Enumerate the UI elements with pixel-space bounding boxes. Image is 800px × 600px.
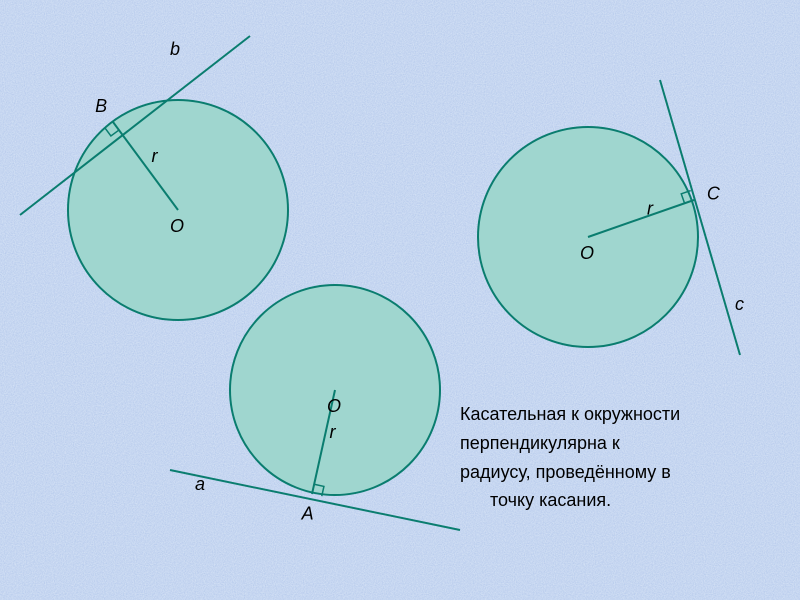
- theorem-line: Касательная к окружности: [460, 400, 680, 429]
- tangent-point-label: B: [95, 96, 107, 116]
- tangent-line-label: a: [195, 474, 205, 494]
- tangent-point-label: A: [301, 504, 314, 524]
- tangent-line-label: b: [170, 39, 180, 59]
- radius-label: r: [330, 422, 337, 442]
- theorem-line: перпендикулярна к: [460, 429, 680, 458]
- radius-label: r: [647, 199, 654, 219]
- tangent-line-label: c: [735, 294, 744, 314]
- theorem-text: Касательная к окружности перпендикулярна…: [460, 400, 680, 515]
- center-label: O: [580, 243, 594, 263]
- tangent-point-label: C: [707, 183, 721, 203]
- radius-label: r: [152, 146, 159, 166]
- theorem-line: радиусу, проведённому в: [460, 458, 680, 487]
- center-label: O: [327, 396, 341, 416]
- theorem-line: точку касания.: [460, 486, 680, 515]
- center-label: O: [170, 216, 184, 236]
